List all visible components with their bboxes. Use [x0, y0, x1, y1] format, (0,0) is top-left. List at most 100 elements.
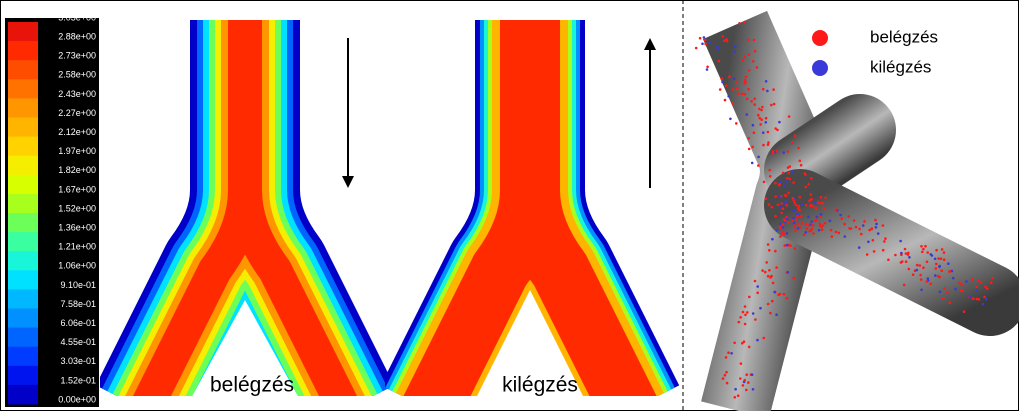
particle [824, 222, 827, 225]
particle [903, 284, 906, 287]
particle [818, 229, 821, 232]
particle [725, 38, 728, 41]
particle [704, 43, 707, 46]
particle [963, 310, 966, 313]
particle [767, 131, 770, 134]
particle [791, 220, 794, 223]
particle [762, 88, 765, 91]
particle [787, 271, 790, 274]
particle [785, 194, 788, 197]
colorbar-band [8, 366, 38, 386]
particle [937, 275, 940, 278]
particle [937, 257, 940, 260]
particle [760, 118, 763, 121]
particle [805, 186, 808, 189]
particle [822, 202, 825, 205]
colorbar-band [8, 385, 38, 405]
legend-label: kilégzés [870, 57, 931, 76]
particle [800, 215, 803, 218]
particle [926, 280, 929, 283]
particle [877, 232, 880, 235]
particle [977, 280, 980, 283]
particle [793, 277, 796, 280]
particle [905, 252, 908, 255]
legend-marker [812, 60, 828, 76]
particle [791, 170, 794, 173]
particle [770, 104, 773, 107]
colorbar-label: 1.82e+00 [58, 165, 96, 175]
particle [786, 180, 789, 183]
particle [789, 178, 792, 181]
particle [773, 103, 776, 106]
particle [971, 278, 974, 281]
particle [783, 218, 786, 221]
particle [751, 373, 754, 376]
particle [765, 197, 768, 200]
particle [844, 235, 847, 238]
particle [774, 182, 777, 185]
particle [738, 22, 741, 25]
particle [734, 396, 737, 399]
particle [744, 305, 747, 308]
particle [782, 226, 785, 229]
particle [908, 268, 911, 271]
particle [900, 252, 903, 255]
particle [901, 260, 904, 263]
colorbar-band [8, 251, 38, 271]
particle [820, 196, 823, 199]
particle [748, 346, 751, 349]
particle [942, 297, 945, 300]
particle [835, 208, 838, 211]
particle [778, 196, 781, 199]
particle [800, 164, 803, 167]
colorbar-band [8, 309, 38, 329]
particle [741, 92, 744, 95]
particle [756, 292, 759, 295]
particle [968, 296, 971, 299]
particle [766, 90, 769, 93]
colorbar-band [8, 156, 38, 176]
particle [769, 276, 772, 279]
particle [843, 223, 846, 226]
particle [765, 80, 768, 83]
particle [948, 270, 951, 273]
particle [867, 241, 870, 244]
particle [835, 231, 838, 234]
particle [745, 389, 748, 392]
particle [940, 257, 943, 260]
particle [816, 216, 819, 219]
particle [838, 232, 841, 235]
particle [772, 282, 775, 285]
particle [767, 243, 770, 246]
particle [765, 121, 768, 124]
colorbar-label: 1.52e-01 [60, 375, 96, 385]
particle [782, 223, 785, 226]
particle [927, 277, 930, 280]
particle [789, 244, 792, 247]
particle [746, 98, 749, 101]
particle [751, 162, 754, 165]
particle [779, 235, 782, 238]
colorbar-band [8, 232, 38, 252]
particle [756, 66, 759, 69]
particle [796, 215, 799, 218]
particle [786, 177, 789, 180]
particle [919, 274, 922, 277]
particle [739, 316, 742, 319]
particle [716, 46, 719, 49]
particle [748, 148, 751, 151]
particle [757, 114, 760, 117]
colorbar-band [8, 328, 38, 348]
particle [743, 21, 746, 24]
particle [748, 296, 751, 299]
particle [858, 228, 861, 231]
particle [975, 298, 978, 301]
particle [787, 192, 790, 195]
particle [982, 303, 985, 306]
particle [810, 204, 813, 207]
particle [972, 297, 975, 300]
particle [795, 204, 798, 207]
particle [991, 277, 994, 280]
particle [806, 227, 809, 230]
particle [946, 291, 949, 294]
